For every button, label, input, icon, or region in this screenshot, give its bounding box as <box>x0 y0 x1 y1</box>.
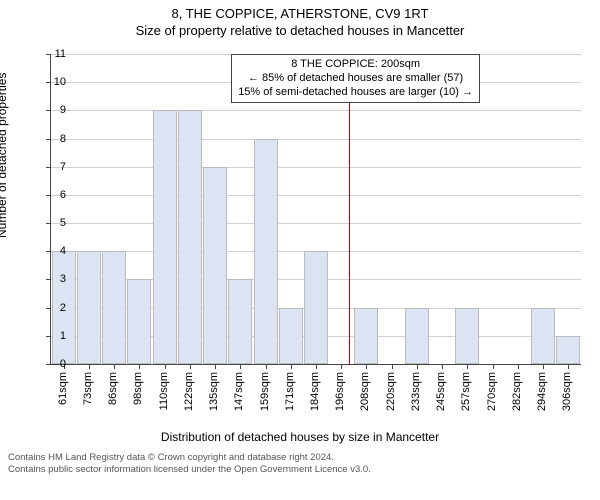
histogram-bar <box>203 167 227 364</box>
x-tick-mark <box>139 364 140 369</box>
y-tick-label: 6 <box>46 189 66 201</box>
x-tick-label: 282sqm <box>511 372 523 411</box>
x-tick-mark <box>442 364 443 369</box>
x-tick-mark <box>316 364 317 369</box>
x-tick-label: 159sqm <box>259 372 271 411</box>
x-tick-label: 86sqm <box>107 372 119 405</box>
histogram-bar <box>556 336 580 364</box>
footer-line2: Contains public sector information licen… <box>8 464 592 476</box>
x-tick-mark <box>467 364 468 369</box>
x-tick-label: 196sqm <box>334 372 346 411</box>
histogram-bar <box>531 308 555 364</box>
page-title-line2: Size of property relative to detached ho… <box>0 23 600 38</box>
y-tick-label: 3 <box>46 273 66 285</box>
x-tick-label: 171sqm <box>284 372 296 411</box>
y-tick-label: 2 <box>46 302 66 314</box>
x-tick-label: 122sqm <box>183 372 195 411</box>
x-tick-label: 147sqm <box>233 372 245 411</box>
histogram-bar <box>77 251 101 364</box>
annotation-box: 8 THE COPPICE: 200sqm← 85% of detached h… <box>231 54 480 103</box>
x-tick-label: 245sqm <box>435 372 447 411</box>
x-tick-mark <box>568 364 569 369</box>
x-axis-label: Distribution of detached houses by size … <box>0 430 600 444</box>
gridline <box>51 139 581 140</box>
x-tick-mark <box>341 364 342 369</box>
x-tick-mark <box>543 364 544 369</box>
annotation-line: 15% of semi-detached houses are larger (… <box>238 86 473 100</box>
histogram-bar <box>127 279 151 364</box>
x-tick-label: 294sqm <box>536 372 548 411</box>
x-tick-mark <box>190 364 191 369</box>
x-tick-mark <box>392 364 393 369</box>
x-tick-mark <box>215 364 216 369</box>
y-tick-label: 1 <box>46 330 66 342</box>
x-tick-label: 220sqm <box>385 372 397 411</box>
x-tick-label: 208sqm <box>359 372 371 411</box>
histogram-bar <box>279 308 303 364</box>
y-tick-label: 0 <box>46 358 66 370</box>
y-tick-label: 4 <box>46 245 66 257</box>
y-tick-label: 5 <box>46 217 66 229</box>
y-tick-label: 9 <box>46 104 66 116</box>
chart-container: Number of detached properties 8 THE COPP… <box>0 38 600 448</box>
x-tick-mark <box>114 364 115 369</box>
y-tick-label: 11 <box>46 48 66 60</box>
footer-attribution: Contains HM Land Registry data © Crown c… <box>0 448 600 477</box>
y-axis-label: Number of detached properties <box>0 73 9 238</box>
histogram-bar <box>153 110 177 364</box>
gridline <box>51 223 581 224</box>
y-tick-label: 7 <box>46 161 66 173</box>
histogram-bar <box>254 139 278 364</box>
histogram-bar <box>455 308 479 364</box>
x-tick-mark <box>266 364 267 369</box>
histogram-bar <box>228 279 252 364</box>
x-tick-label: 135sqm <box>208 372 220 411</box>
x-tick-mark <box>417 364 418 369</box>
x-tick-mark <box>240 364 241 369</box>
footer-line1: Contains HM Land Registry data © Crown c… <box>8 452 592 464</box>
y-tick-label: 8 <box>46 133 66 145</box>
gridline <box>51 195 581 196</box>
y-tick-label: 10 <box>46 76 66 88</box>
x-tick-mark <box>493 364 494 369</box>
x-tick-label: 306sqm <box>561 372 573 411</box>
x-tick-label: 98sqm <box>132 372 144 405</box>
x-tick-mark <box>518 364 519 369</box>
x-tick-mark <box>366 364 367 369</box>
gridline <box>51 110 581 111</box>
histogram-bar <box>354 308 378 364</box>
x-tick-label: 110sqm <box>158 372 170 410</box>
x-tick-mark <box>291 364 292 369</box>
x-tick-label: 73sqm <box>82 372 94 405</box>
x-tick-mark <box>165 364 166 369</box>
x-tick-label: 270sqm <box>486 372 498 411</box>
x-tick-label: 233sqm <box>410 372 422 411</box>
plot-area: 8 THE COPPICE: 200sqm← 85% of detached h… <box>50 54 581 365</box>
gridline <box>51 167 581 168</box>
x-tick-mark <box>89 364 90 369</box>
x-tick-label: 257sqm <box>460 372 472 411</box>
histogram-bar <box>304 251 328 364</box>
page-title-line1: 8, THE COPPICE, ATHERSTONE, CV9 1RT <box>0 6 600 21</box>
x-tick-label: 61sqm <box>57 372 69 405</box>
histogram-bar <box>405 308 429 364</box>
x-tick-label: 184sqm <box>309 372 321 411</box>
annotation-line: 8 THE COPPICE: 200sqm <box>238 58 473 72</box>
histogram-bar <box>178 110 202 364</box>
annotation-line: ← 85% of detached houses are smaller (57… <box>238 72 473 86</box>
histogram-bar <box>102 251 126 364</box>
